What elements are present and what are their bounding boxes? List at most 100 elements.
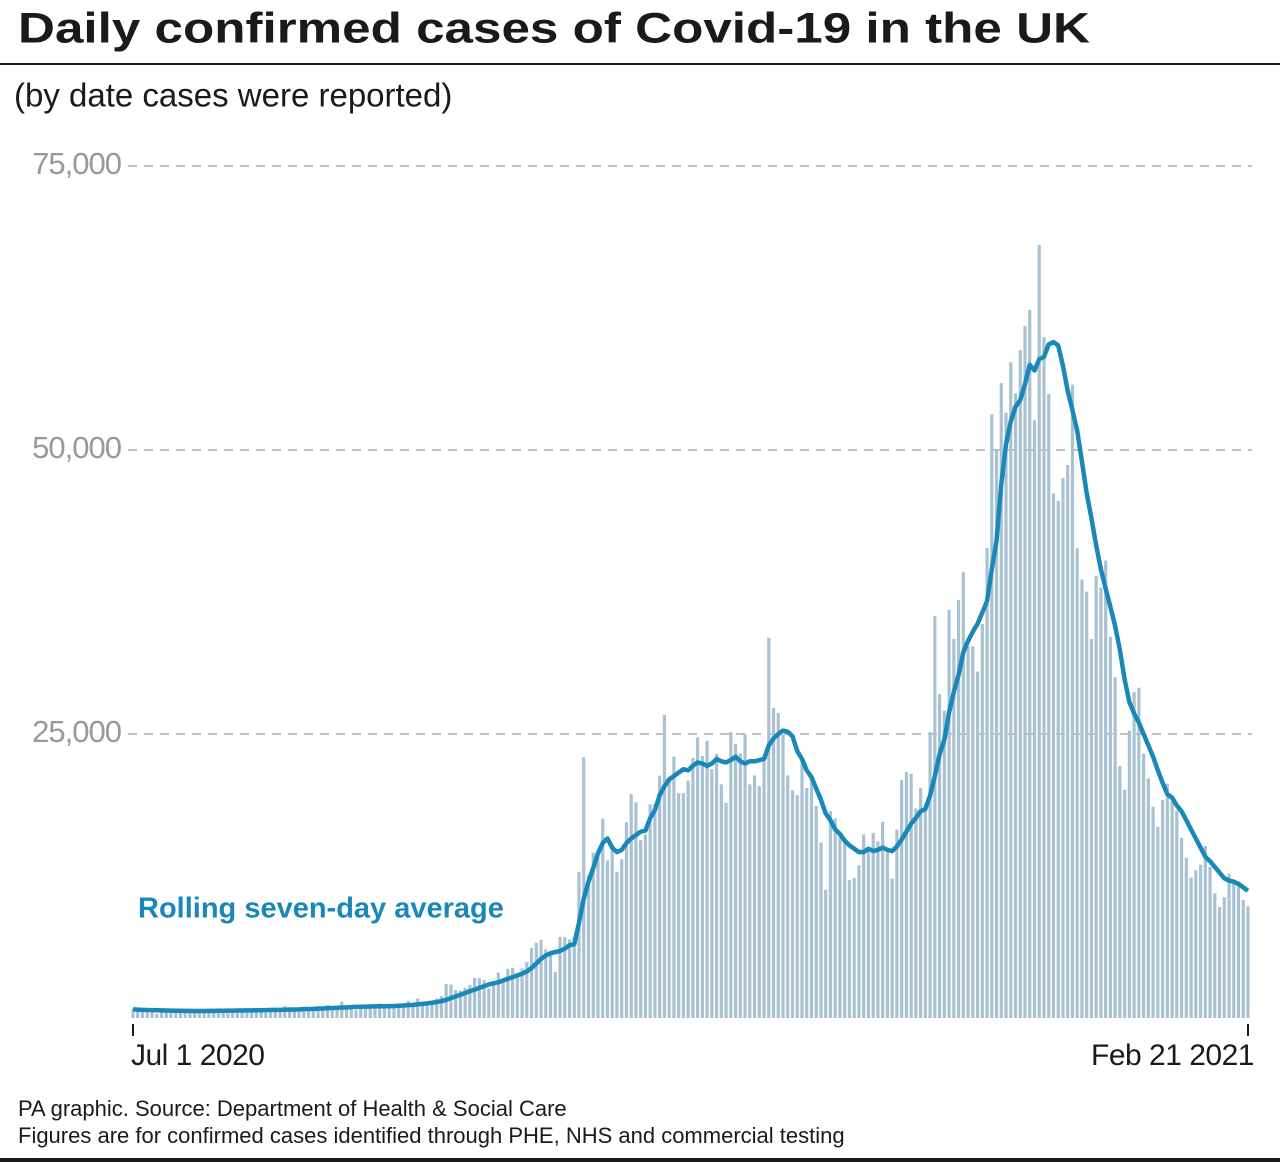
bar <box>1080 579 1084 1018</box>
y-tick-label: 50,000 <box>32 430 122 465</box>
bar <box>994 449 999 1018</box>
bar <box>971 646 975 1018</box>
bar <box>909 773 913 1018</box>
bar <box>382 1006 387 1018</box>
bar <box>1137 687 1141 1018</box>
bar <box>890 878 894 1018</box>
bar <box>928 732 932 1018</box>
bar <box>952 638 956 1018</box>
bar <box>449 984 453 1018</box>
bar <box>700 755 704 1018</box>
bar <box>691 758 695 1018</box>
bar <box>145 1012 149 1018</box>
bar <box>1004 412 1008 1019</box>
bar <box>805 787 809 1018</box>
bar <box>1222 897 1226 1018</box>
bar <box>1051 493 1056 1019</box>
bar <box>287 1007 292 1018</box>
bar <box>335 1007 339 1018</box>
bar <box>1056 500 1060 1018</box>
bar <box>226 1012 230 1018</box>
bar <box>819 842 823 1018</box>
source-note: PA graphic. Source: Department of Health… <box>18 1096 567 1121</box>
bar <box>577 871 581 1018</box>
bar <box>586 874 591 1018</box>
bar <box>677 793 681 1018</box>
bar <box>221 1011 225 1018</box>
bar <box>368 1004 372 1018</box>
bar <box>871 832 875 1018</box>
bar <box>757 786 761 1018</box>
bar <box>1113 677 1117 1018</box>
bar <box>539 939 543 1018</box>
bar <box>809 775 814 1018</box>
bar <box>1042 337 1046 1018</box>
bar <box>553 972 557 1018</box>
bar <box>719 784 723 1018</box>
bar <box>245 1009 249 1018</box>
bar <box>795 795 799 1018</box>
bar <box>900 779 904 1018</box>
bar <box>1037 244 1041 1019</box>
bar <box>468 984 472 1018</box>
bar <box>776 712 780 1018</box>
bar <box>724 802 728 1018</box>
bar <box>1094 576 1098 1018</box>
bar <box>401 1003 406 1018</box>
bar <box>231 1009 235 1018</box>
bar <box>235 1009 239 1018</box>
bar <box>321 1006 325 1018</box>
bar <box>961 572 965 1018</box>
bar <box>169 1012 173 1018</box>
bar <box>463 987 467 1018</box>
bar <box>662 714 667 1018</box>
bar <box>473 977 477 1018</box>
bar <box>501 979 505 1018</box>
chart-title: Daily confirmed cases of Covid-19 in the… <box>18 4 1090 52</box>
bar <box>411 1005 415 1018</box>
bar <box>610 845 614 1018</box>
bar <box>1227 873 1231 1018</box>
bar <box>491 982 496 1018</box>
bar <box>240 1011 244 1018</box>
bar <box>212 1008 216 1018</box>
bar <box>648 804 652 1018</box>
bar <box>202 1012 206 1018</box>
bar <box>1151 806 1155 1018</box>
bar <box>681 793 685 1018</box>
bar <box>1047 393 1051 1018</box>
bar <box>639 840 643 1018</box>
bar <box>340 1001 344 1018</box>
bar <box>525 962 529 1018</box>
bar <box>487 988 491 1018</box>
bar <box>833 818 837 1018</box>
bar <box>140 1010 145 1018</box>
bar <box>496 972 500 1018</box>
bar <box>762 757 766 1018</box>
bar <box>1213 893 1217 1018</box>
bar <box>1156 826 1160 1018</box>
bar <box>866 848 871 1018</box>
bar <box>710 769 714 1018</box>
bar <box>1070 384 1075 1018</box>
bar <box>378 1003 382 1018</box>
bar <box>330 1006 334 1018</box>
bar <box>420 1002 425 1018</box>
bar <box>563 937 567 1018</box>
bar <box>767 637 771 1018</box>
bar <box>852 877 856 1018</box>
bar <box>1061 478 1065 1019</box>
bar <box>800 757 804 1018</box>
bar <box>672 756 676 1018</box>
bar <box>544 949 548 1018</box>
bar <box>1160 799 1165 1018</box>
bar <box>696 737 700 1018</box>
bar <box>786 775 790 1018</box>
bar <box>454 990 458 1018</box>
bar <box>264 1011 268 1018</box>
bar <box>159 1011 164 1018</box>
bar <box>601 818 605 1018</box>
bar <box>1175 810 1179 1018</box>
bar <box>297 1007 301 1018</box>
